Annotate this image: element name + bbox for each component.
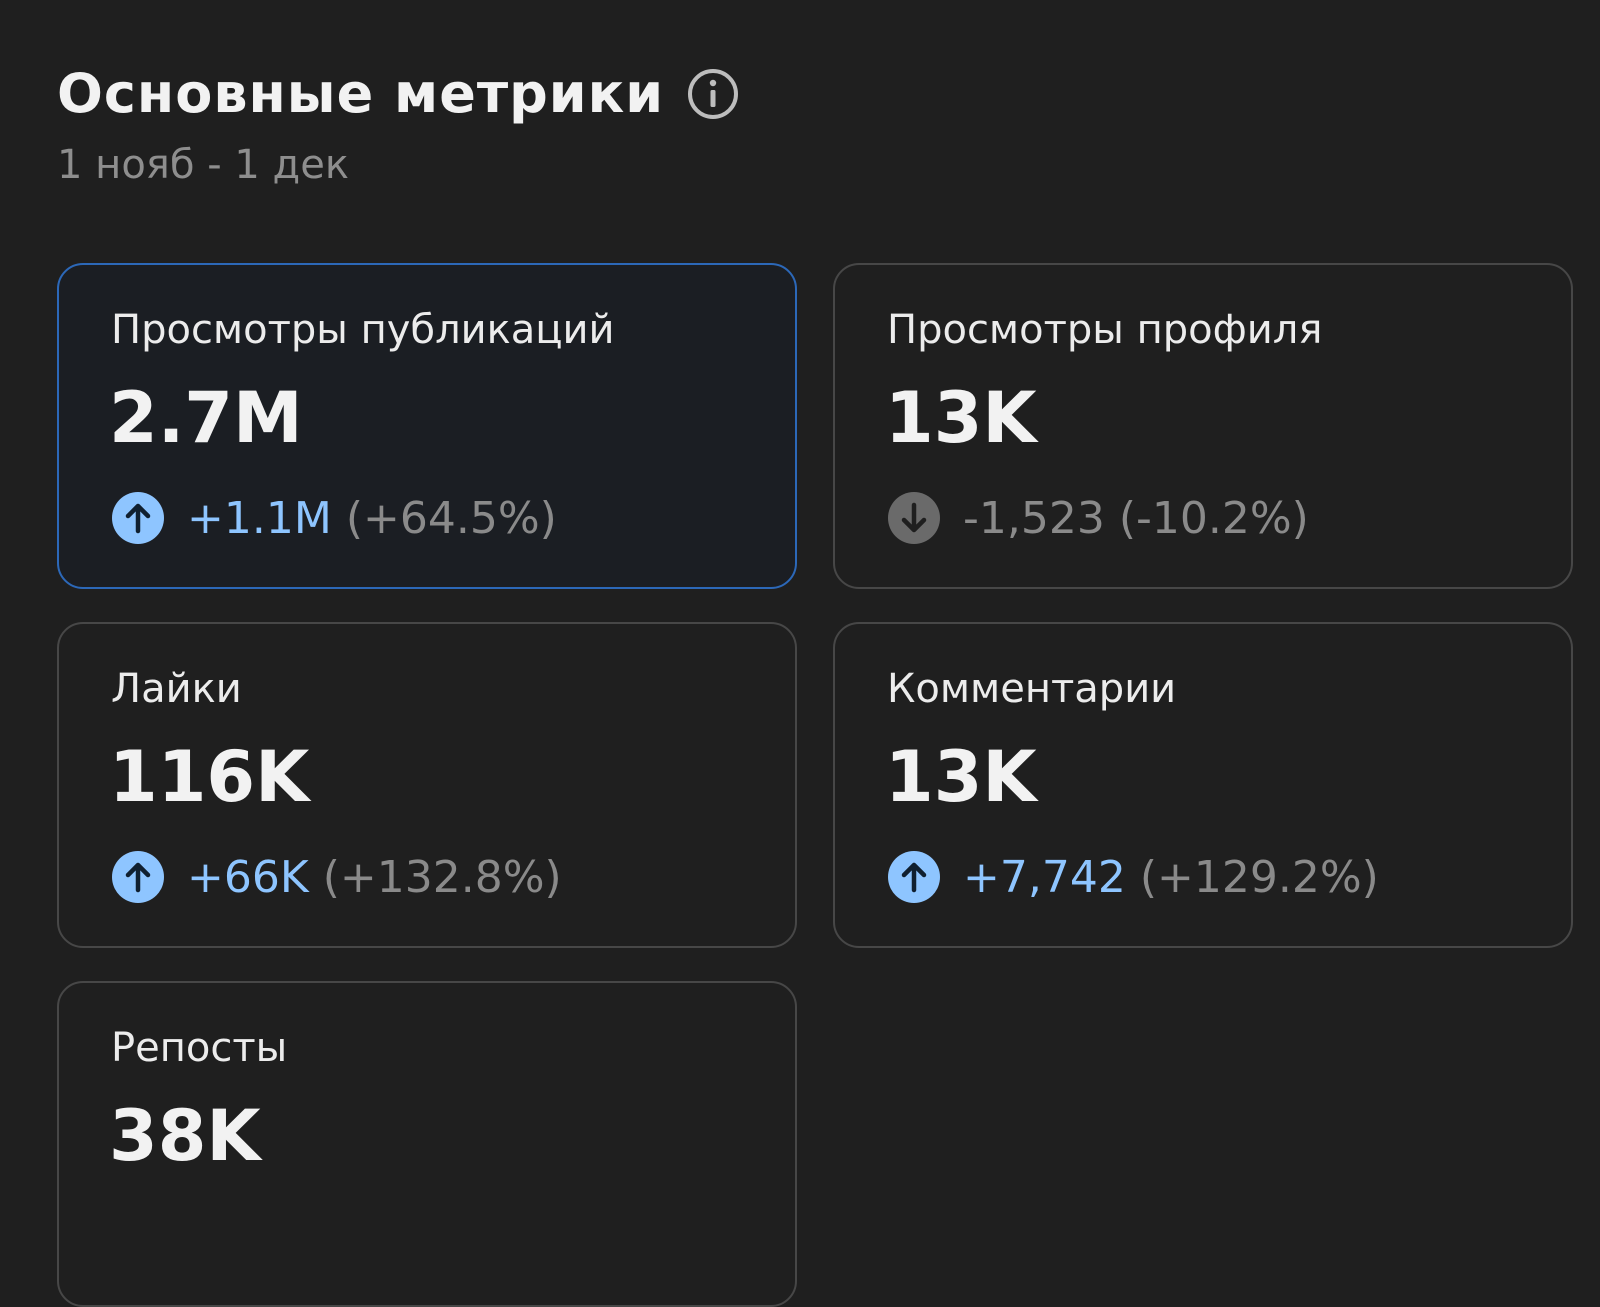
metric-label: Просмотры публикаций [111, 307, 615, 353]
trend-icon [112, 492, 164, 544]
metric-value: 116K [109, 736, 310, 818]
change-row: +7,742 (+129.2%) [887, 850, 1379, 904]
info-icon[interactable] [686, 67, 740, 121]
change-row: +66K (+132.8%) [111, 850, 562, 904]
metric-value: 13K [885, 377, 1037, 459]
change-percent: (+129.2%) [1139, 851, 1379, 903]
change-value: +1.1M [187, 492, 332, 544]
page: Metrics {"header": {"title": "Основные м… [57, 62, 1573, 1307]
metric-card[interactable]: Просмотры профиля 13K -1,523 (-10.2%) [833, 263, 1573, 589]
change-value: +7,742 [963, 851, 1126, 903]
metric-card[interactable]: Комментарии 13K +7,742 (+129.2%) [833, 622, 1573, 948]
metric-card[interactable]: Лайки 116K +66K (+132.8%) [57, 622, 797, 948]
change-value: +66K [187, 851, 309, 903]
subtitle: 1 нояб - 1 дек [57, 142, 349, 188]
body: Основные метрики 1 нояб - 1 дек Просмотр… [57, 62, 1573, 1307]
change-percent: (+64.5%) [345, 492, 557, 544]
metric-card[interactable]: Просмотры публикаций 2.7M +1.1M (+64.5%) [57, 263, 797, 589]
metric-value: 13K [885, 736, 1037, 818]
metric-value: 38K [109, 1095, 261, 1177]
change-value: -1,523 [963, 492, 1105, 544]
metric-label: Репосты [111, 1025, 288, 1071]
change-percent: (+132.8%) [322, 851, 562, 903]
metric-label: Комментарии [887, 666, 1177, 712]
trend-icon [888, 851, 940, 903]
title: Основные метрики [57, 62, 665, 125]
trend-icon [888, 492, 940, 544]
change-row: -1,523 (-10.2%) [887, 491, 1309, 545]
metric-label: Просмотры профиля [887, 307, 1323, 353]
metric-value: 2.7M [109, 377, 303, 459]
change-row: +1.1M (+64.5%) [111, 491, 557, 545]
trend-icon [112, 851, 164, 903]
metric-card[interactable]: Репосты 38K [57, 981, 797, 1307]
metric-label: Лайки [111, 666, 242, 712]
header: Основные метрики [57, 62, 740, 125]
change-percent: (-10.2%) [1118, 492, 1309, 544]
